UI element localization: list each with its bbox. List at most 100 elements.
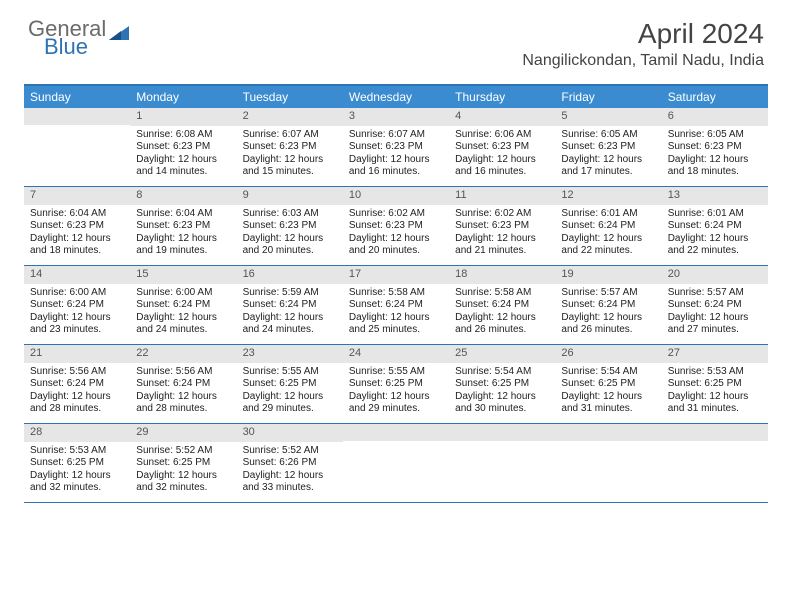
day-number: 25 — [449, 345, 555, 363]
sunset-text: Sunset: 6:25 PM — [349, 378, 443, 391]
day-number: 2 — [237, 108, 343, 126]
dow-friday: Friday — [555, 86, 661, 108]
daylight-text: Daylight: 12 hours and 24 minutes. — [136, 312, 230, 337]
day-body: Sunrise: 6:04 AMSunset: 6:23 PMDaylight:… — [130, 205, 236, 262]
sunset-text: Sunset: 6:26 PM — [243, 457, 337, 470]
day-cell: 15Sunrise: 6:00 AMSunset: 6:24 PMDayligh… — [130, 266, 236, 344]
day-number: 5 — [555, 108, 661, 126]
daylight-text: Daylight: 12 hours and 18 minutes. — [30, 233, 124, 258]
sunrise-text: Sunrise: 5:59 AM — [243, 287, 337, 300]
sunrise-text: Sunrise: 5:55 AM — [349, 366, 443, 379]
sunrise-text: Sunrise: 6:06 AM — [455, 129, 549, 142]
sunrise-text: Sunrise: 5:52 AM — [136, 445, 230, 458]
week-row: 7Sunrise: 6:04 AMSunset: 6:23 PMDaylight… — [24, 187, 768, 266]
week-row: 21Sunrise: 5:56 AMSunset: 6:24 PMDayligh… — [24, 345, 768, 424]
day-number: 6 — [662, 108, 768, 126]
daylight-text: Daylight: 12 hours and 29 minutes. — [243, 391, 337, 416]
day-body: Sunrise: 5:54 AMSunset: 6:25 PMDaylight:… — [555, 363, 661, 420]
week-row: 1Sunrise: 6:08 AMSunset: 6:23 PMDaylight… — [24, 108, 768, 187]
sunset-text: Sunset: 6:23 PM — [668, 141, 762, 154]
sunset-text: Sunset: 6:24 PM — [668, 220, 762, 233]
day-number — [555, 424, 661, 441]
day-body: Sunrise: 6:00 AMSunset: 6:24 PMDaylight:… — [24, 284, 130, 341]
daylight-text: Daylight: 12 hours and 29 minutes. — [349, 391, 443, 416]
day-number: 8 — [130, 187, 236, 205]
sunset-text: Sunset: 6:24 PM — [561, 220, 655, 233]
day-number: 21 — [24, 345, 130, 363]
day-number: 30 — [237, 424, 343, 442]
logo: GeneralBlue — [28, 18, 130, 58]
sunset-text: Sunset: 6:23 PM — [243, 220, 337, 233]
day-body: Sunrise: 5:57 AMSunset: 6:24 PMDaylight:… — [662, 284, 768, 341]
sunrise-text: Sunrise: 5:53 AM — [30, 445, 124, 458]
sunset-text: Sunset: 6:24 PM — [136, 299, 230, 312]
header: GeneralBlue April 2024 Nangilickondan, T… — [0, 0, 792, 76]
day-number: 28 — [24, 424, 130, 442]
day-cell: 17Sunrise: 5:58 AMSunset: 6:24 PMDayligh… — [343, 266, 449, 344]
daylight-text: Daylight: 12 hours and 28 minutes. — [136, 391, 230, 416]
day-cell: 25Sunrise: 5:54 AMSunset: 6:25 PMDayligh… — [449, 345, 555, 423]
sunrise-text: Sunrise: 5:55 AM — [243, 366, 337, 379]
sunset-text: Sunset: 6:25 PM — [30, 457, 124, 470]
day-cell — [449, 424, 555, 502]
day-number: 17 — [343, 266, 449, 284]
sunset-text: Sunset: 6:23 PM — [136, 220, 230, 233]
day-body: Sunrise: 6:02 AMSunset: 6:23 PMDaylight:… — [343, 205, 449, 262]
day-number — [449, 424, 555, 441]
day-of-week-header: Sunday Monday Tuesday Wednesday Thursday… — [24, 86, 768, 108]
day-number: 12 — [555, 187, 661, 205]
day-body: Sunrise: 6:07 AMSunset: 6:23 PMDaylight:… — [343, 126, 449, 183]
day-number: 11 — [449, 187, 555, 205]
day-body: Sunrise: 5:56 AMSunset: 6:24 PMDaylight:… — [24, 363, 130, 420]
sunrise-text: Sunrise: 5:57 AM — [668, 287, 762, 300]
day-body: Sunrise: 5:58 AMSunset: 6:24 PMDaylight:… — [343, 284, 449, 341]
sunrise-text: Sunrise: 5:52 AM — [243, 445, 337, 458]
day-number: 4 — [449, 108, 555, 126]
daylight-text: Daylight: 12 hours and 18 minutes. — [668, 154, 762, 179]
sunrise-text: Sunrise: 5:54 AM — [455, 366, 549, 379]
sunset-text: Sunset: 6:23 PM — [243, 141, 337, 154]
day-body: Sunrise: 5:55 AMSunset: 6:25 PMDaylight:… — [237, 363, 343, 420]
sunset-text: Sunset: 6:24 PM — [561, 299, 655, 312]
day-body: Sunrise: 5:54 AMSunset: 6:25 PMDaylight:… — [449, 363, 555, 420]
day-body: Sunrise: 6:03 AMSunset: 6:23 PMDaylight:… — [237, 205, 343, 262]
daylight-text: Daylight: 12 hours and 17 minutes. — [561, 154, 655, 179]
day-body: Sunrise: 6:02 AMSunset: 6:23 PMDaylight:… — [449, 205, 555, 262]
day-number: 19 — [555, 266, 661, 284]
day-cell: 20Sunrise: 5:57 AMSunset: 6:24 PMDayligh… — [662, 266, 768, 344]
day-body: Sunrise: 6:06 AMSunset: 6:23 PMDaylight:… — [449, 126, 555, 183]
day-cell: 9Sunrise: 6:03 AMSunset: 6:23 PMDaylight… — [237, 187, 343, 265]
sunrise-text: Sunrise: 5:58 AM — [349, 287, 443, 300]
sunset-text: Sunset: 6:24 PM — [455, 299, 549, 312]
day-body: Sunrise: 6:00 AMSunset: 6:24 PMDaylight:… — [130, 284, 236, 341]
day-cell: 8Sunrise: 6:04 AMSunset: 6:23 PMDaylight… — [130, 187, 236, 265]
sunrise-text: Sunrise: 6:07 AM — [243, 129, 337, 142]
sunset-text: Sunset: 6:23 PM — [136, 141, 230, 154]
sunrise-text: Sunrise: 6:01 AM — [668, 208, 762, 221]
day-cell: 27Sunrise: 5:53 AMSunset: 6:25 PMDayligh… — [662, 345, 768, 423]
day-cell: 23Sunrise: 5:55 AMSunset: 6:25 PMDayligh… — [237, 345, 343, 423]
location-subtitle: Nangilickondan, Tamil Nadu, India — [522, 52, 764, 70]
day-body: Sunrise: 6:04 AMSunset: 6:23 PMDaylight:… — [24, 205, 130, 262]
day-cell: 28Sunrise: 5:53 AMSunset: 6:25 PMDayligh… — [24, 424, 130, 502]
title-block: April 2024 Nangilickondan, Tamil Nadu, I… — [522, 18, 764, 70]
day-number: 22 — [130, 345, 236, 363]
sunrise-text: Sunrise: 6:01 AM — [561, 208, 655, 221]
weeks-container: 1Sunrise: 6:08 AMSunset: 6:23 PMDaylight… — [24, 108, 768, 503]
day-body: Sunrise: 5:55 AMSunset: 6:25 PMDaylight:… — [343, 363, 449, 420]
day-number: 13 — [662, 187, 768, 205]
sunrise-text: Sunrise: 5:57 AM — [561, 287, 655, 300]
week-row: 28Sunrise: 5:53 AMSunset: 6:25 PMDayligh… — [24, 424, 768, 503]
sunrise-text: Sunrise: 6:00 AM — [30, 287, 124, 300]
day-number: 10 — [343, 187, 449, 205]
day-cell: 21Sunrise: 5:56 AMSunset: 6:24 PMDayligh… — [24, 345, 130, 423]
day-cell: 16Sunrise: 5:59 AMSunset: 6:24 PMDayligh… — [237, 266, 343, 344]
day-number: 3 — [343, 108, 449, 126]
sunrise-text: Sunrise: 6:05 AM — [561, 129, 655, 142]
day-cell: 2Sunrise: 6:07 AMSunset: 6:23 PMDaylight… — [237, 108, 343, 186]
logo-triangle-icon — [108, 26, 130, 40]
day-number: 29 — [130, 424, 236, 442]
day-cell — [662, 424, 768, 502]
day-body: Sunrise: 5:52 AMSunset: 6:26 PMDaylight:… — [237, 442, 343, 499]
sunset-text: Sunset: 6:24 PM — [668, 299, 762, 312]
